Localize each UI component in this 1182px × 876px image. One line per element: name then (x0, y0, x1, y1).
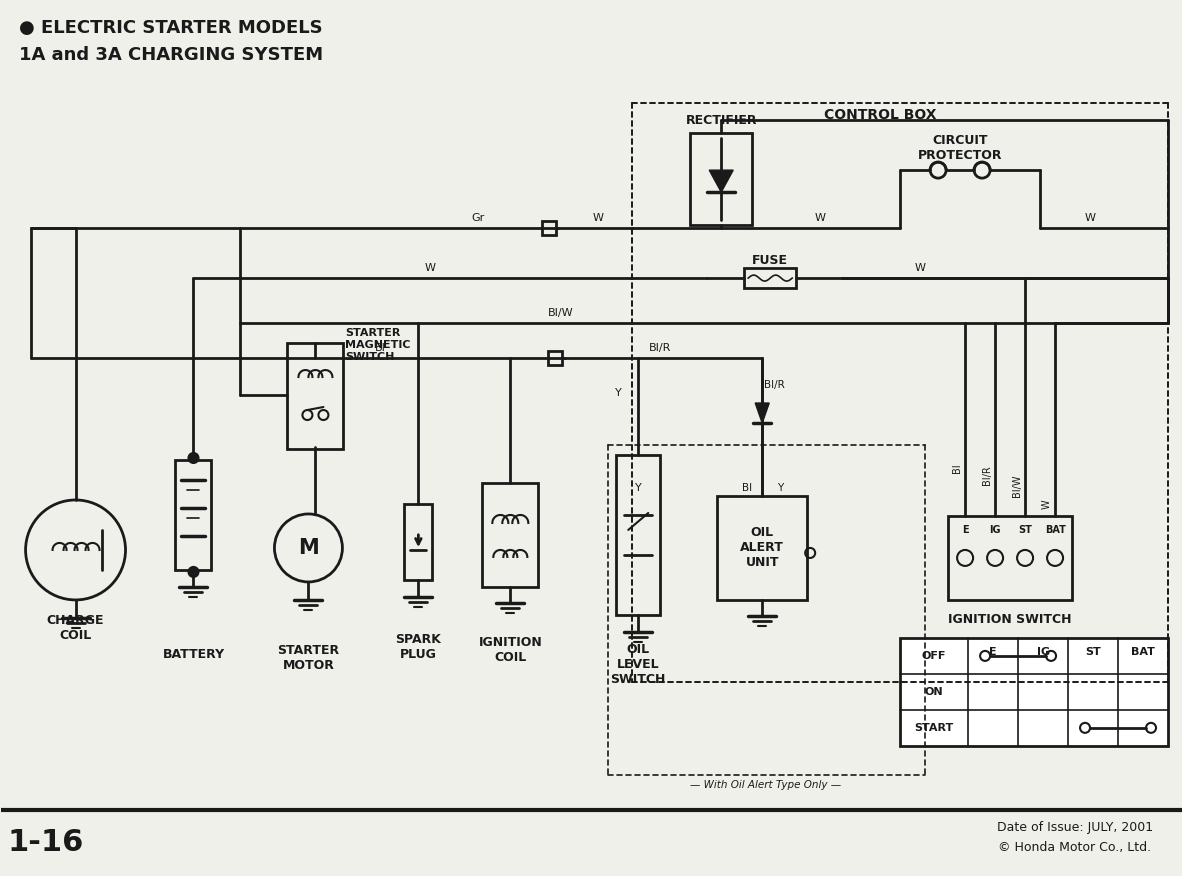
Text: OFF: OFF (922, 651, 947, 661)
Text: W: W (814, 213, 826, 223)
Text: BI: BI (742, 483, 752, 493)
Text: BI/W: BI/W (1012, 475, 1022, 497)
Text: BI/R: BI/R (649, 343, 671, 353)
Text: IGNITION
COIL: IGNITION COIL (479, 636, 543, 664)
Text: BAT: BAT (1045, 525, 1065, 535)
Bar (717, 496, 807, 600)
Text: IGNITION SWITCH: IGNITION SWITCH (948, 613, 1072, 626)
Text: W: W (593, 213, 604, 223)
Text: BI: BI (953, 463, 962, 473)
Bar (482, 483, 538, 587)
Text: M: M (298, 538, 319, 558)
Text: W: W (424, 263, 436, 273)
Text: © Honda Motor Co., Ltd.: © Honda Motor Co., Ltd. (999, 841, 1151, 854)
Text: Date of Issue: JULY, 2001: Date of Issue: JULY, 2001 (996, 822, 1154, 834)
Bar (548, 351, 563, 365)
Bar (175, 460, 212, 570)
Text: E: E (962, 525, 968, 535)
Circle shape (188, 453, 199, 463)
Text: IG: IG (1037, 646, 1050, 657)
Text: ST: ST (1018, 525, 1032, 535)
Text: 1-16: 1-16 (7, 829, 84, 858)
Text: ON: ON (924, 687, 943, 697)
Text: BI: BI (375, 343, 385, 353)
Text: Y: Y (635, 483, 642, 493)
Text: OIL
LEVEL
SWITCH: OIL LEVEL SWITCH (611, 643, 665, 687)
Text: SPARK
PLUG: SPARK PLUG (396, 632, 441, 661)
Text: E: E (989, 646, 996, 657)
Text: Gr: Gr (472, 213, 485, 223)
Text: STARTER
MOTOR: STARTER MOTOR (278, 644, 339, 672)
Text: 1A and 3A CHARGING SYSTEM: 1A and 3A CHARGING SYSTEM (19, 46, 323, 64)
Bar (404, 504, 433, 580)
Bar (690, 133, 752, 225)
Text: BI/W: BI/W (547, 308, 573, 318)
Text: ST: ST (1085, 646, 1100, 657)
Text: RECTIFIER: RECTIFIER (686, 114, 756, 127)
Text: W: W (1043, 499, 1052, 509)
Text: START: START (915, 723, 954, 733)
Bar (901, 638, 1168, 745)
Text: STARTER
MAGNETIC
SWITCH: STARTER MAGNETIC SWITCH (345, 328, 411, 362)
Text: FUSE: FUSE (752, 253, 788, 266)
Text: CHARGE
COIL: CHARGE COIL (47, 614, 104, 642)
Bar (948, 516, 1072, 600)
Bar (287, 343, 344, 449)
Polygon shape (755, 403, 769, 423)
Text: OIL
ALERT
UNIT: OIL ALERT UNIT (740, 526, 784, 569)
Circle shape (188, 567, 199, 577)
Bar (543, 221, 557, 235)
Text: CONTROL BOX: CONTROL BOX (824, 108, 936, 122)
Text: Y: Y (777, 483, 784, 493)
Text: BAT: BAT (1131, 646, 1155, 657)
Text: W: W (1085, 213, 1096, 223)
Text: BI/R: BI/R (764, 380, 785, 390)
Bar (745, 268, 797, 288)
Text: — With Oil Alert Type Only —: — With Oil Alert Type Only — (689, 780, 840, 790)
Text: ● ELECTRIC STARTER MODELS: ● ELECTRIC STARTER MODELS (19, 19, 323, 37)
Text: Y: Y (615, 388, 622, 398)
Text: BI/R: BI/R (982, 465, 992, 485)
Text: IG: IG (989, 525, 1001, 535)
Text: CIRCUIT
PROTECTOR: CIRCUIT PROTECTOR (918, 134, 1002, 162)
Polygon shape (709, 170, 733, 192)
Text: BATTERY: BATTERY (162, 648, 225, 661)
Text: W: W (915, 263, 926, 273)
Bar (616, 455, 661, 615)
